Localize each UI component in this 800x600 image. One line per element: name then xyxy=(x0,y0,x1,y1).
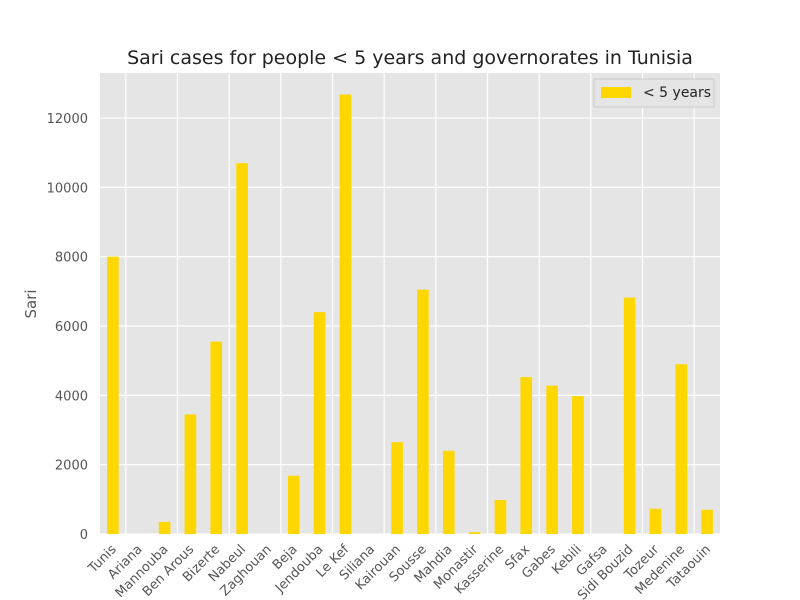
bar-kebili xyxy=(572,396,584,534)
bar-sidi-bouzid xyxy=(623,297,636,534)
y-tick-label: 6000 xyxy=(55,320,88,335)
bar-medenine xyxy=(675,364,688,534)
bar-kasserine xyxy=(494,500,507,534)
y-tick-label: 2000 xyxy=(55,459,88,474)
bar-gabes xyxy=(546,385,558,534)
y-tick-label: 8000 xyxy=(55,251,88,266)
y-tick-label: 10000 xyxy=(47,181,88,196)
bar-tozeur xyxy=(649,508,662,534)
bar-mannouba xyxy=(158,521,171,534)
y-tick-label: 12000 xyxy=(47,112,88,127)
bar-mahdia xyxy=(442,450,455,534)
y-axis-label: Sari xyxy=(22,289,40,318)
chart-title: Sari cases for people < 5 years and gove… xyxy=(127,47,693,69)
y-tick-label: 4000 xyxy=(55,389,88,404)
vertical-grid xyxy=(125,73,695,534)
bar-le-kef xyxy=(339,94,352,534)
bar-monastir xyxy=(468,532,481,534)
bar-tunis xyxy=(107,256,119,534)
bar-tataouin xyxy=(701,509,713,534)
bar-jendouba xyxy=(313,312,326,534)
bar-ben-arous xyxy=(184,414,197,534)
y-tick-label: 0 xyxy=(80,528,88,543)
bar-nabeul xyxy=(236,163,248,534)
legend: < 5 years xyxy=(593,78,715,108)
legend-swatch xyxy=(601,87,631,98)
bar-bizerte xyxy=(210,341,223,534)
horizontal-grid xyxy=(100,117,720,535)
bar-series xyxy=(107,94,713,534)
bar-kairouan xyxy=(391,442,403,534)
legend-label: < 5 years xyxy=(643,85,711,101)
y-axis-ticks: 0 2000 4000 6000 8000 10000 12000 xyxy=(47,112,88,543)
bar-sfax xyxy=(520,376,533,534)
bar-sousse xyxy=(417,289,429,534)
plot-area xyxy=(100,73,720,534)
bar-beja xyxy=(287,475,300,534)
